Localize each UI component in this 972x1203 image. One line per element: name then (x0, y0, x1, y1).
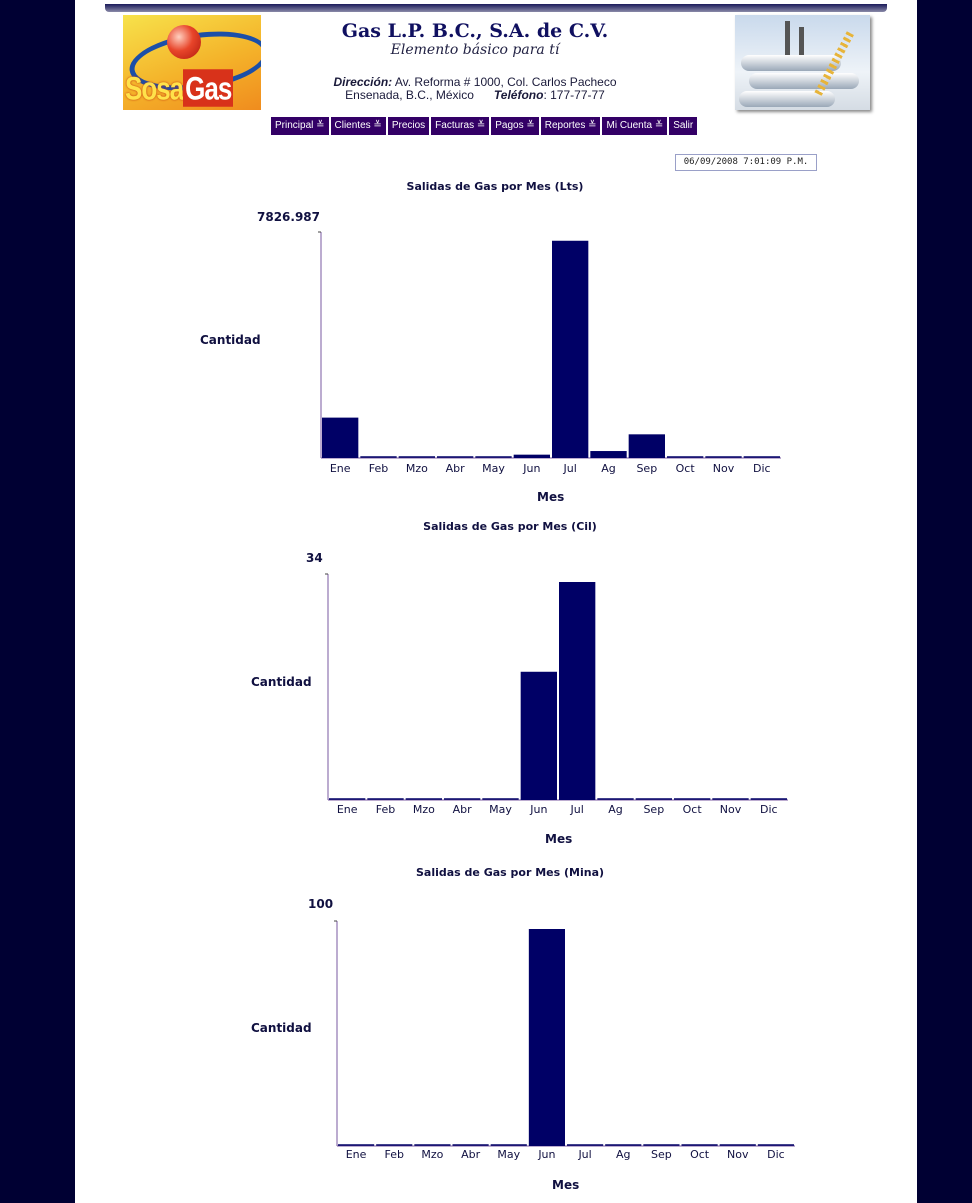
chart-xlabel-mina: Mes (552, 1178, 580, 1192)
x-tick-label-nov: Nov (720, 803, 742, 816)
address-value: Av. Reforma # 1000, Col. Carlos Pacheco (392, 75, 617, 89)
company-slogan: Elemento básico para tí (390, 42, 560, 58)
chart-xlabel-lts: Mes (537, 490, 565, 504)
chart-title-mina: Salidas de Gas por Mes (Mina) (415, 866, 605, 879)
x-tick-label-ag: Ag (601, 462, 616, 475)
x-tick-label-dic: Dic (753, 462, 771, 475)
x-tick-label-ene: Ene (346, 1148, 367, 1161)
nav-facturas[interactable]: Facturas ≚ (431, 117, 490, 135)
page-content: SosaGas Gas L.P. B.C., S.A. de C.V. Elem… (75, 0, 917, 1203)
x-tick-label-feb: Feb (369, 462, 388, 475)
bar-ag (590, 451, 627, 458)
x-tick-label-feb: Feb (376, 803, 395, 816)
x-tick-label-ene: Ene (337, 803, 358, 816)
x-tick-label-sep: Sep (636, 462, 657, 475)
x-tick-label-abr: Abr (453, 803, 473, 816)
sosagas-logo[interactable]: SosaGas (123, 15, 261, 110)
chart-title-cil: Salidas de Gas por Mes (Cil) (423, 520, 597, 533)
x-tick-label-jul: Jul (577, 1148, 591, 1161)
x-tick-label-oct: Oct (690, 1148, 710, 1161)
x-tick-label-jul: Jul (570, 803, 584, 816)
nav-reportes[interactable]: Reportes ≚ (540, 117, 601, 135)
x-tick-label-nov: Nov (713, 462, 735, 475)
address-label: Dirección: (333, 75, 393, 89)
company-name: Gas L.P. B.C., S.A. de C.V. (341, 20, 609, 42)
bar-jun (528, 929, 565, 1146)
chart-ymax-mina: 100 (308, 897, 334, 911)
company-address: Dirección: Av. Reforma # 1000, Col. Carl… (305, 76, 645, 102)
bar-sep (628, 434, 665, 458)
x-tick-label-mzo: Mzo (413, 803, 435, 816)
x-tick-label-may: May (489, 803, 512, 816)
x-tick-label-ag: Ag (616, 1148, 631, 1161)
bar-chart-lts: Ene Feb Mzo Abr May Jun Jul Ag Sep Oct Nov Dic (318, 231, 781, 475)
chart-xlabel-cil: Mes (545, 832, 573, 846)
datetime-display: 06/09/2008 7:01:09 P.M. (675, 154, 817, 171)
x-tick-label-ene: Ene (330, 462, 351, 475)
logo-ball-icon (167, 25, 201, 59)
x-tick-label-oct: Oct (683, 803, 703, 816)
gas-plant-image (735, 15, 870, 110)
bar-jul (559, 582, 596, 800)
x-tick-label-jul: Jul (563, 462, 577, 475)
x-tick-label-abr: Abr (461, 1148, 481, 1161)
bar-chart-mina: Ene Feb Mzo Abr May Jun Jul Ag Sep Oct Nov Dic (334, 920, 795, 1161)
x-tick-label-mzo: Mzo (421, 1148, 443, 1161)
x-tick-label-jun: Jun (522, 462, 540, 475)
nav-salir[interactable]: Salir (669, 117, 698, 135)
chart-ymax-lts: 7826.987 (257, 210, 321, 224)
bar-jul (552, 240, 589, 458)
chart-ymax-cil: 34 (306, 551, 323, 565)
x-tick-label-jun: Jun (529, 803, 547, 816)
address-city: Ensenada, B.C., México (345, 88, 474, 102)
chart-ylabel-lts: Cantidad (200, 333, 261, 347)
nav-mi-cuenta[interactable]: Mi Cuenta ≚ (602, 117, 668, 135)
x-tick-label-ag: Ag (608, 803, 623, 816)
x-tick-label-jun: Jun (537, 1148, 555, 1161)
nav-clientes[interactable]: Clientes ≚ (330, 117, 386, 135)
main-nav: Principal ≚ Clientes ≚ Precios Facturas … (271, 117, 698, 135)
chart-ylabel-mina: Cantidad (251, 1021, 312, 1035)
x-tick-label-oct: Oct (676, 462, 696, 475)
x-tick-label-may: May (497, 1148, 520, 1161)
x-tick-label-dic: Dic (760, 803, 778, 816)
x-tick-label-mzo: Mzo (406, 462, 428, 475)
phone-value: : 177-77-77 (543, 88, 605, 102)
chart-title-lts: Salidas de Gas por Mes (Lts) (406, 180, 584, 193)
bar-jun (520, 671, 557, 800)
x-tick-label-sep: Sep (651, 1148, 672, 1161)
x-tick-label-feb: Feb (385, 1148, 404, 1161)
x-tick-label-abr: Abr (446, 462, 466, 475)
bar-chart-cil: Ene Feb Mzo Abr May Jun Jul Ag Sep Oct Nov Dic (325, 573, 788, 816)
bar-ene (322, 417, 359, 458)
bar-jun (513, 454, 550, 458)
nav-principal[interactable]: Principal ≚ (271, 117, 329, 135)
x-tick-label-nov: Nov (727, 1148, 749, 1161)
x-tick-label-may: May (482, 462, 505, 475)
nav-pagos[interactable]: Pagos ≚ (491, 117, 539, 135)
header-top-rule (105, 4, 887, 12)
nav-precios[interactable]: Precios (387, 117, 430, 135)
logo-wordmark: SosaGas (125, 69, 234, 107)
x-tick-label-sep: Sep (643, 803, 664, 816)
x-tick-label-dic: Dic (767, 1148, 785, 1161)
chart-ylabel-cil: Cantidad (251, 675, 312, 689)
phone-label: Teléfono (493, 88, 544, 102)
